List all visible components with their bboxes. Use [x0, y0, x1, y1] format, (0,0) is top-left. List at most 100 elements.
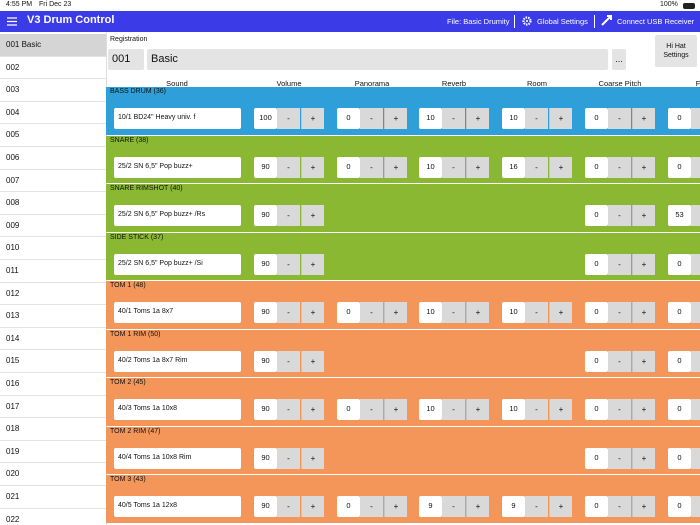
plus-button[interactable]: + — [632, 156, 655, 178]
plus-button[interactable]: + — [301, 253, 324, 275]
minus-button[interactable]: - — [360, 302, 383, 323]
value-field[interactable]: 0 — [585, 399, 608, 420]
value-field[interactable]: 0 — [337, 108, 360, 129]
value-field[interactable]: 9 — [502, 496, 525, 517]
value-field[interactable]: 0 — [668, 156, 691, 178]
sidebar-item[interactable]: 022 — [0, 508, 106, 525]
value-field[interactable]: 0 — [585, 302, 608, 323]
plus-button[interactable]: + — [632, 496, 655, 517]
sidebar-item[interactable]: 017 — [0, 395, 106, 419]
value-field[interactable]: 0 — [668, 302, 691, 323]
minus-button[interactable]: - — [691, 302, 700, 323]
plus-button[interactable]: + — [632, 350, 655, 372]
plus-button[interactable]: + — [301, 205, 324, 226]
value-field[interactable]: 0 — [668, 399, 691, 420]
minus-button[interactable]: - — [360, 156, 383, 178]
value-field[interactable]: 53 — [668, 205, 691, 226]
minus-button[interactable]: - — [442, 302, 465, 323]
sidebar-item[interactable]: 007 — [0, 169, 106, 193]
minus-button[interactable]: - — [360, 108, 383, 129]
minus-button[interactable]: - — [277, 253, 300, 275]
plus-button[interactable]: + — [632, 447, 655, 469]
plus-button[interactable]: + — [466, 156, 489, 178]
file-name[interactable]: File: Basic Drumity — [447, 17, 510, 26]
value-field[interactable]: 0 — [585, 253, 608, 275]
sound-field[interactable]: 25/2 SN 6,5" Pop buzz+ /Rs — [114, 205, 241, 226]
sidebar-item[interactable]: 013 — [0, 305, 106, 328]
minus-button[interactable]: - — [691, 156, 700, 178]
value-field[interactable]: 10 — [419, 108, 442, 129]
minus-button[interactable]: - — [691, 253, 700, 275]
minus-button[interactable]: - — [277, 447, 300, 469]
sidebar-item[interactable]: 003 — [0, 79, 106, 102]
value-field[interactable]: 0 — [337, 496, 360, 517]
menu-icon[interactable] — [7, 17, 17, 26]
value-field[interactable]: 0 — [585, 205, 608, 226]
minus-button[interactable]: - — [691, 205, 700, 226]
minus-button[interactable]: - — [608, 253, 631, 275]
value-field[interactable]: 0 — [668, 496, 691, 517]
value-field[interactable]: 10 — [502, 302, 525, 323]
plus-button[interactable]: + — [549, 108, 572, 129]
minus-button[interactable]: - — [691, 496, 700, 517]
minus-button[interactable]: - — [360, 496, 383, 517]
value-field[interactable]: 16 — [502, 156, 525, 178]
sidebar-item[interactable]: 014 — [0, 327, 106, 351]
plus-button[interactable]: + — [549, 399, 572, 420]
plus-button[interactable]: + — [384, 108, 407, 129]
minus-button[interactable]: - — [608, 156, 631, 178]
sound-field[interactable]: 40/2 Toms 1a 8x7 Rim — [114, 350, 241, 372]
minus-button[interactable]: - — [608, 302, 631, 323]
sidebar-item[interactable]: 015 — [0, 350, 106, 373]
plus-button[interactable]: + — [632, 302, 655, 323]
plus-button[interactable]: + — [632, 108, 655, 129]
value-field[interactable]: 90 — [254, 156, 277, 178]
value-field[interactable]: 90 — [254, 302, 277, 323]
sound-field[interactable]: 25/2 SN 6,5" Pop buzz+ — [114, 156, 241, 178]
value-field[interactable]: 0 — [337, 302, 360, 323]
plus-button[interactable]: + — [301, 496, 324, 517]
plus-button[interactable]: + — [301, 302, 324, 323]
sidebar-item[interactable]: 010 — [0, 237, 106, 260]
value-field[interactable]: 0 — [585, 496, 608, 517]
sidebar-item[interactable]: 004 — [0, 101, 106, 125]
minus-button[interactable]: - — [277, 156, 300, 178]
value-field[interactable]: 0 — [668, 108, 691, 129]
plus-button[interactable]: + — [549, 302, 572, 323]
minus-button[interactable]: - — [277, 496, 300, 517]
minus-button[interactable]: - — [691, 350, 700, 372]
registration-number[interactable]: 001 — [108, 49, 144, 70]
value-field[interactable]: 90 — [254, 496, 277, 517]
sound-field[interactable]: 25/2 SN 6,5" Pop buzz+ /Si — [114, 253, 241, 275]
plus-button[interactable]: + — [301, 108, 324, 129]
minus-button[interactable]: - — [277, 399, 300, 420]
minus-button[interactable]: - — [608, 350, 631, 372]
sidebar-item[interactable]: 005 — [0, 124, 106, 147]
value-field[interactable]: 9 — [419, 496, 442, 517]
value-field[interactable]: 10 — [502, 108, 525, 129]
value-field[interactable]: 0 — [337, 399, 360, 420]
sidebar-item[interactable]: 006 — [0, 147, 106, 170]
gear-icon[interactable] — [522, 16, 532, 26]
value-field[interactable]: 90 — [254, 399, 277, 420]
plus-button[interactable]: + — [384, 156, 407, 178]
sidebar-item[interactable]: 018 — [0, 418, 106, 441]
minus-button[interactable]: - — [608, 108, 631, 129]
minus-button[interactable]: - — [691, 447, 700, 469]
hihat-button[interactable]: Hi Hat Settings — [655, 35, 697, 67]
minus-button[interactable]: - — [277, 302, 300, 323]
value-field[interactable]: 0 — [585, 156, 608, 178]
value-field[interactable]: 10 — [419, 156, 442, 178]
plus-button[interactable]: + — [466, 496, 489, 517]
sidebar-item[interactable]: 021 — [0, 486, 106, 509]
minus-button[interactable]: - — [608, 496, 631, 517]
sidebar-item[interactable]: 016 — [0, 373, 106, 396]
minus-button[interactable]: - — [525, 156, 548, 178]
plus-button[interactable]: + — [301, 156, 324, 178]
minus-button[interactable]: - — [277, 350, 300, 372]
usb-icon[interactable] — [601, 15, 612, 26]
value-field[interactable]: 90 — [254, 253, 277, 275]
value-field[interactable]: 90 — [254, 205, 277, 226]
sidebar-item[interactable]: 001 Basic — [0, 34, 106, 57]
sound-field[interactable]: 40/3 Toms 1a 10x8 — [114, 399, 241, 420]
